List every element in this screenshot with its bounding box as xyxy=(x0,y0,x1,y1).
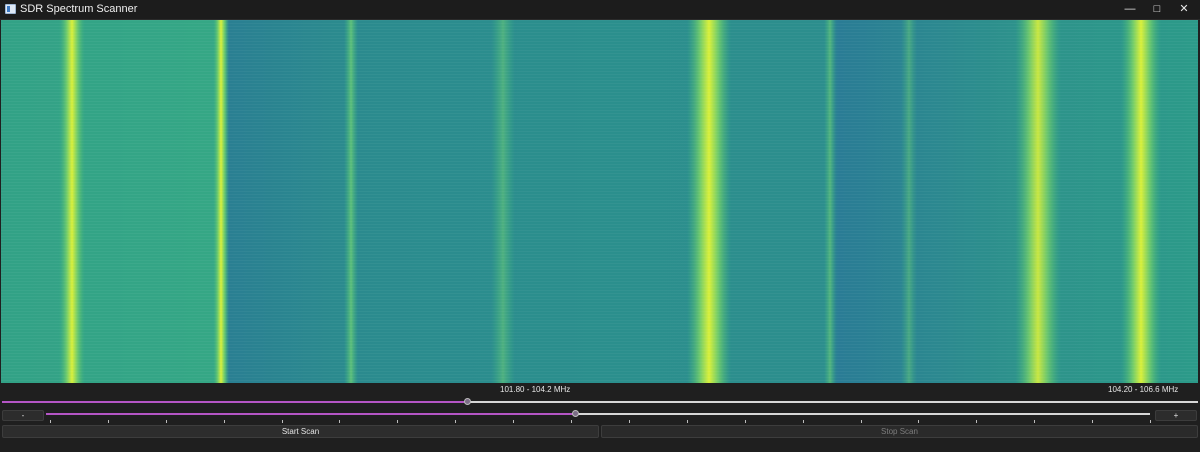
close-icon: ✕ xyxy=(1179,3,1189,15)
start-scan-button[interactable]: Start Scan xyxy=(2,425,599,438)
zoom-in-button[interactable]: + xyxy=(1155,410,1197,421)
slider-tick xyxy=(50,420,51,423)
slider-tick xyxy=(1034,420,1035,423)
slider-tick xyxy=(745,420,746,423)
slider-tick xyxy=(629,420,630,423)
slider-tick-marks xyxy=(50,420,1151,424)
minimize-icon: — xyxy=(1124,3,1136,15)
maximize-icon: □ xyxy=(1153,3,1161,15)
slider-tick xyxy=(687,420,688,423)
slider-tick xyxy=(282,420,283,423)
bottom-slider-fill xyxy=(46,413,576,415)
bottom-slider-handle[interactable] xyxy=(572,410,579,417)
top-slider-track[interactable] xyxy=(2,401,1198,403)
slider-tick xyxy=(1150,420,1151,423)
window-title: SDR Spectrum Scanner xyxy=(20,3,138,15)
title-bar: SDR Spectrum Scanner — □ ✕ xyxy=(0,0,1200,20)
waterfall-display xyxy=(1,20,1198,383)
window-app-icon xyxy=(5,4,16,14)
waterfall-image xyxy=(1,20,1198,383)
zoom-out-button[interactable]: - xyxy=(2,410,44,421)
stop-scan-button[interactable]: Stop Scan xyxy=(601,425,1198,438)
range-left-label: 101.80 - 104.2 MHz xyxy=(500,385,571,394)
top-slider-fill xyxy=(2,401,468,403)
bottom-slider-track[interactable] xyxy=(46,413,1150,415)
slider-tick xyxy=(1092,420,1093,423)
slider-tick xyxy=(513,420,514,423)
slider-tick xyxy=(397,420,398,423)
slider-tick xyxy=(166,420,167,423)
slider-tick xyxy=(455,420,456,423)
close-button[interactable]: ✕ xyxy=(1171,0,1197,19)
slider-tick xyxy=(339,420,340,423)
minimize-button[interactable]: — xyxy=(1117,0,1143,19)
slider-tick xyxy=(571,420,572,423)
slider-tick xyxy=(918,420,919,423)
range-right-label: 104.20 - 106.6 MHz xyxy=(1108,385,1179,394)
slider-tick xyxy=(976,420,977,423)
slider-tick xyxy=(108,420,109,423)
maximize-button[interactable]: □ xyxy=(1144,0,1170,19)
slider-tick xyxy=(803,420,804,423)
slider-tick xyxy=(224,420,225,423)
slider-tick xyxy=(861,420,862,423)
top-slider-handle[interactable] xyxy=(464,398,471,405)
